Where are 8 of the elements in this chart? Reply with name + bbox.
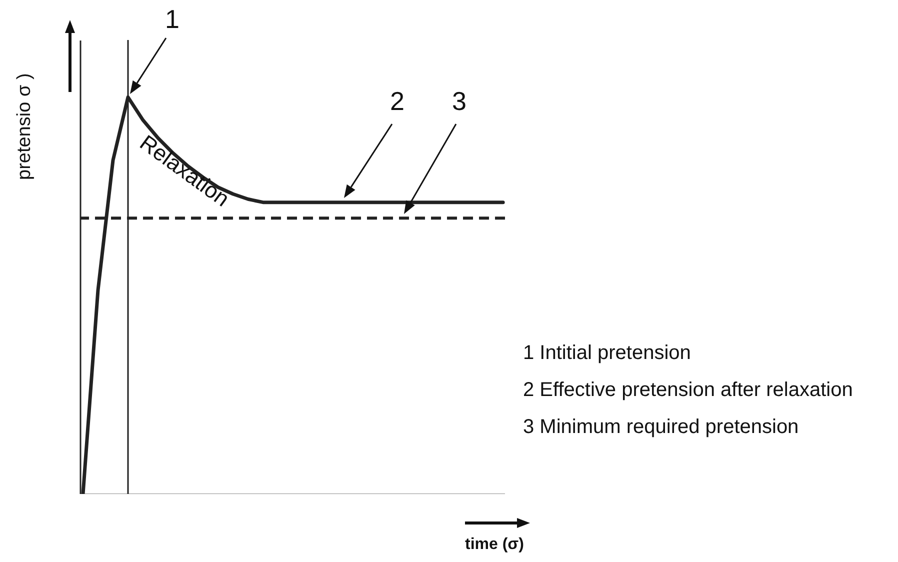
annotation: 3 <box>452 86 466 117</box>
text: 1 <box>165 4 180 35</box>
annotation: 2 <box>390 86 404 117</box>
text: 3 Minimum required pretension <box>523 416 799 439</box>
text: 1 Intitial pretension <box>523 342 691 365</box>
x-axis-title: time (σ) <box>465 536 524 554</box>
y-axis-title: pretensio σ ) <box>14 73 36 180</box>
text: 2 Effective pretension after relaxation <box>523 379 853 402</box>
